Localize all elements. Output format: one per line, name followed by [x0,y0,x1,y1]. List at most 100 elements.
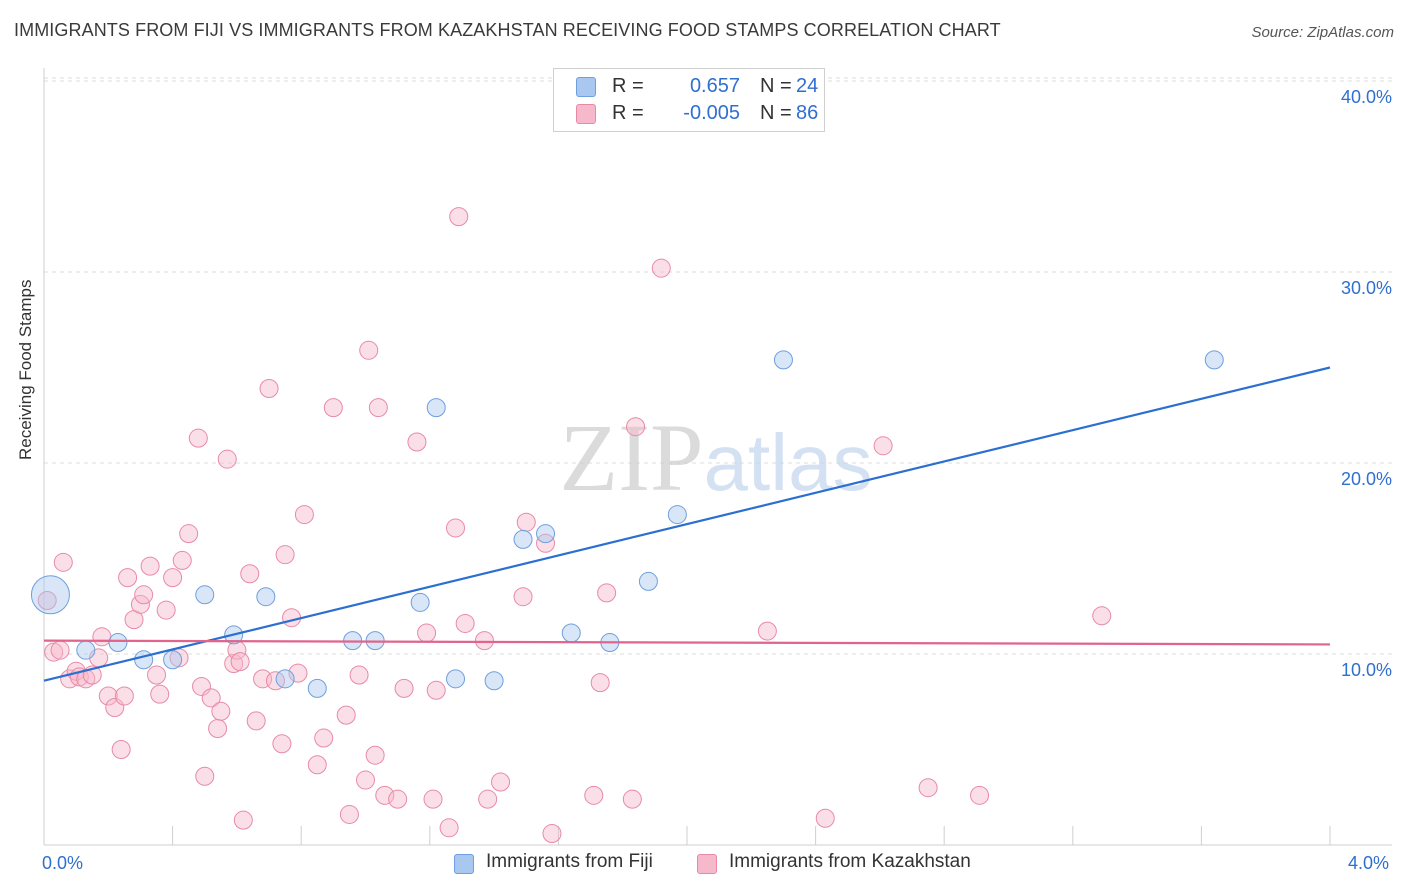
fiji-point [410,592,430,612]
n-value: 24 [796,75,819,97]
kazakhstan-point [265,671,285,691]
fiji-point [561,623,581,643]
kazakhstan-point [230,652,250,672]
kazakhstan-points [37,207,1112,844]
source-label: Source: ZipAtlas.com [1251,24,1394,41]
kazakhstan-point [156,600,176,620]
kazakhstan-point [449,207,469,227]
kazakhstan-point [536,533,556,553]
r-value: 0.657 [689,75,740,97]
kazakhstan-point [423,789,443,809]
kazakhstan-trend-line [43,639,1331,646]
fiji-point [76,640,96,660]
kazakhstan-point [455,613,475,633]
kazakhstan-point [349,665,369,685]
n-value: 86 [796,102,819,124]
kazakhstan-point [597,583,617,603]
kazakhstan-point [626,417,646,437]
kazakhstan-point [516,512,536,532]
fiji-point [108,633,128,653]
kazakhstan-point [651,258,671,278]
kazakhstan-point [307,755,327,775]
fiji-point [667,505,687,525]
kazakhstan-point [336,705,356,725]
r-value: -0.005 [683,102,740,124]
kazakhstan-point [873,436,893,456]
kazakhstan-point [513,587,533,607]
kazakhstan-point [150,684,170,704]
kazakhstan-point [53,552,73,572]
kazakhstan-point [50,640,70,660]
kazakhstan-point [446,518,466,538]
kazakhstan-point [240,564,260,584]
x-tick-label: 4.0% [1348,853,1390,873]
kazakhstan-point [233,810,253,830]
fiji-points [30,350,1224,698]
kazakhstan-point [163,568,183,588]
fiji-point [256,587,276,607]
kazakhstan-point [111,740,131,759]
fiji-point [773,350,793,370]
kazakhstan-point [195,766,215,786]
kazakhstan-point [388,789,408,809]
fiji-point [134,650,154,670]
kazakhstan-point [474,631,494,651]
kazakhstan-point [757,621,777,641]
kazakhstan-point [584,785,604,805]
fiji-point [275,669,295,689]
watermark-zip: ZIP [560,404,704,511]
kazakhstan-point [439,818,459,838]
kazakhstan-point [918,778,938,798]
watermark: ZIPatlas [560,404,873,511]
kazakhstan-point [478,789,498,809]
legend-label-kazakhstan: Immigrants from Kazakhstan [729,851,971,872]
legend-swatch-kazakhstan [697,854,717,874]
kazakhstan-point [172,550,192,570]
kazakhstan-point [282,608,302,628]
legend-swatch-fiji [576,77,596,97]
kazakhstan-point [288,663,308,683]
kazakhstan-point [542,824,562,844]
fiji-point [1204,350,1224,370]
chart-title: IMMIGRANTS FROM FIJI VS IMMIGRANTS FROM … [14,20,1001,40]
kazakhstan-point [114,686,134,706]
y-tick-label: 20.0% [1340,469,1392,489]
kazakhstan-point [275,545,295,565]
kazakhstan-point [314,728,334,748]
fiji-point [30,575,70,615]
kazakhstan-point [140,556,160,576]
kazakhstan-point [134,585,154,605]
kazakhstan-point [259,379,279,399]
y-tick-label: 40.0% [1340,87,1392,107]
kazakhstan-point [426,680,446,700]
kazakhstan-point [407,432,427,452]
kazakhstan-point [98,686,118,706]
fiji-point [195,585,215,605]
kazakhstan-point [375,785,395,805]
fiji-point [536,524,556,544]
kazakhstan-point [272,734,292,754]
legend-swatch-kazakhstan [576,104,596,124]
kazakhstan-point [1092,606,1112,626]
kazakhstan-point [37,591,57,611]
fiji-point [446,669,466,689]
kazakhstan-point [118,568,138,588]
n-label: N = [760,102,792,124]
axes [43,68,1392,846]
kazakhstan-point [356,770,375,790]
kazakhstan-point [44,642,64,662]
watermark-atlas: atlas [704,418,873,507]
y-axis-label: Receiving Food Stamps [16,279,35,460]
legend-swatch-fiji [454,854,474,874]
fiji-point [307,678,327,698]
n-label: N = [760,75,792,97]
kazakhstan-point [394,678,414,698]
trend-lines [43,366,1331,682]
kazakhstan-point [217,449,237,469]
kazakhstan-point [92,627,112,647]
kazakhstan-point [179,524,199,544]
kazakhstan-point [590,673,610,693]
kazakhstan-point [622,789,642,809]
kazakhstan-point [211,701,231,721]
